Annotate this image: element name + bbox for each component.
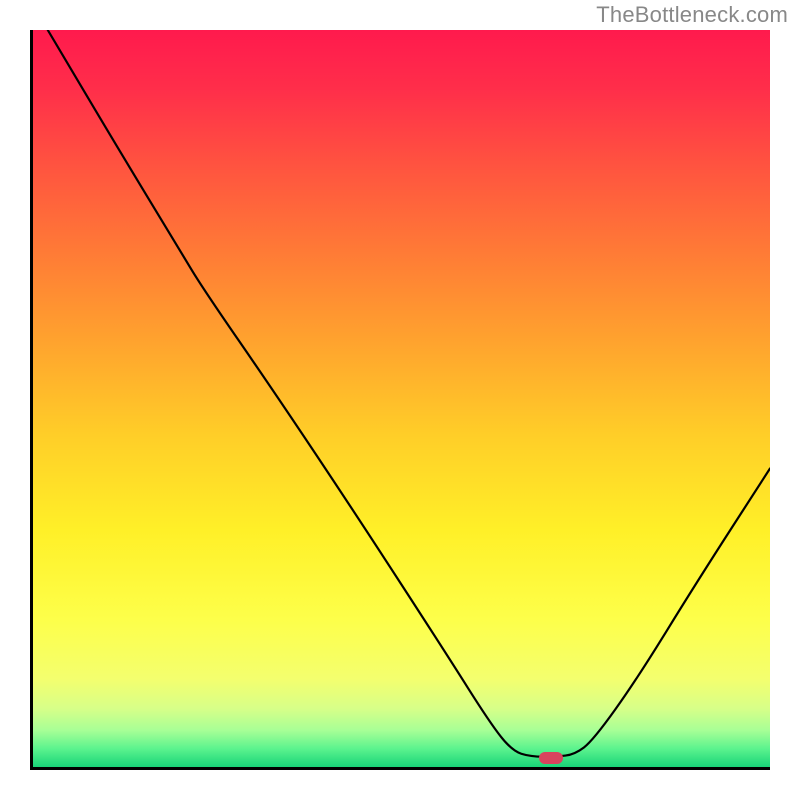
watermark-text: TheBottleneck.com xyxy=(596,2,788,28)
bottleneck-curve xyxy=(33,30,770,767)
bottleneck-chart: TheBottleneck.com xyxy=(0,0,800,800)
plot-area xyxy=(30,30,770,770)
optimal-marker xyxy=(539,752,563,764)
